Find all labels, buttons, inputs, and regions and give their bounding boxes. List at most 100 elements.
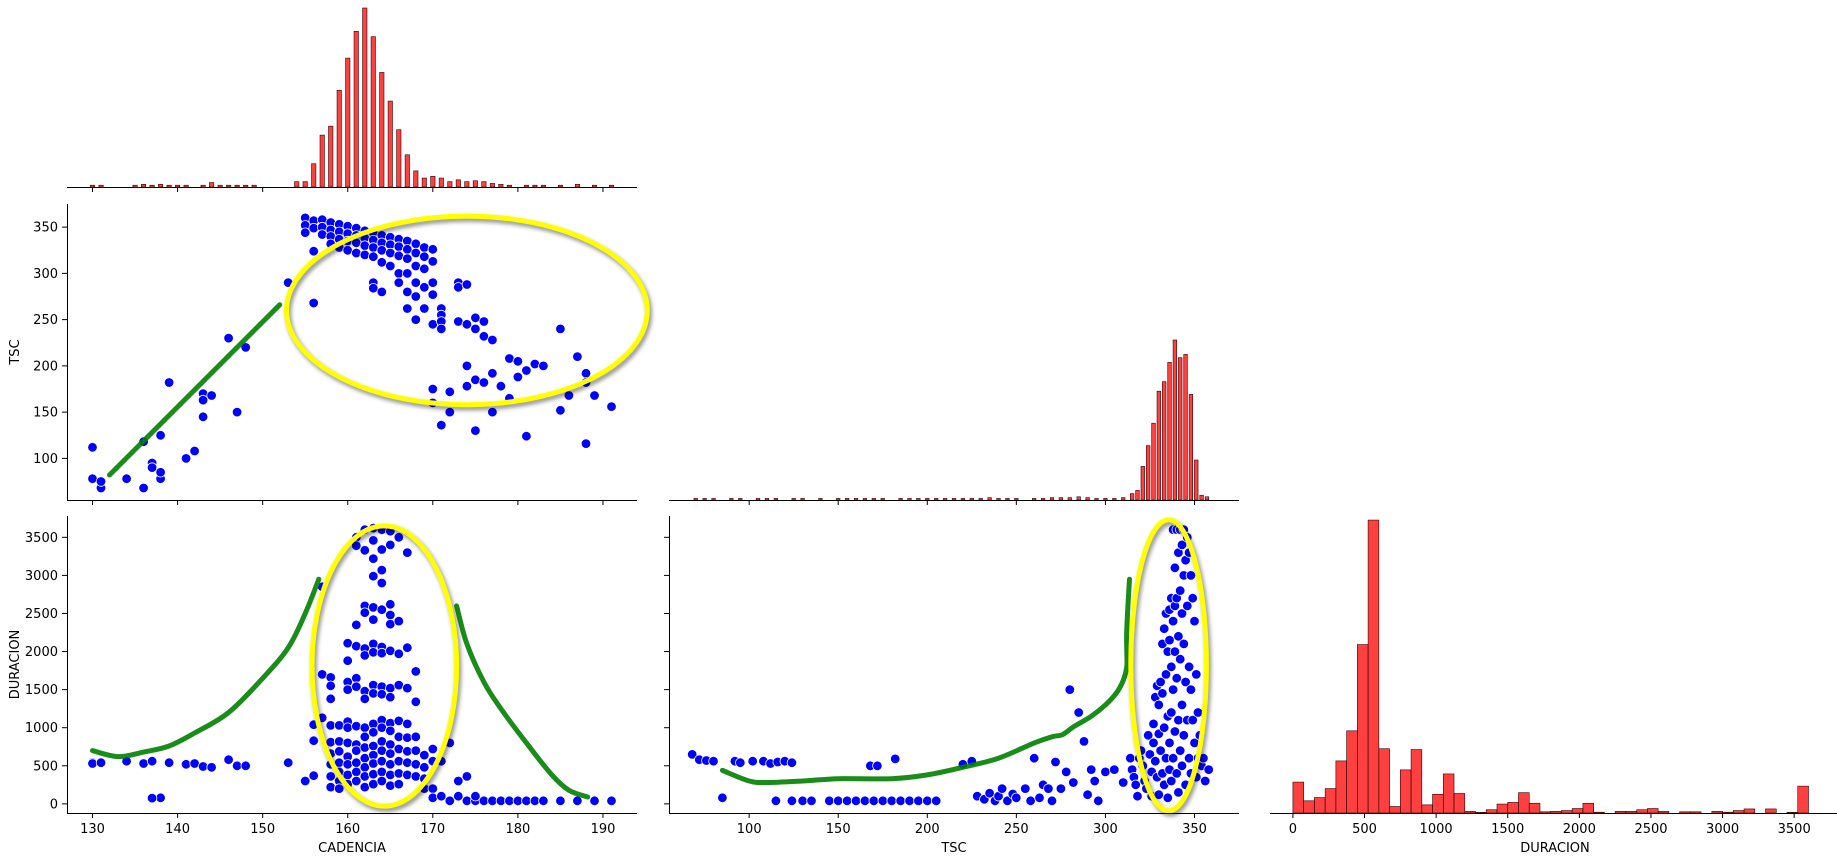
scatter-point [717,792,728,804]
scatter-point [402,547,413,558]
scatter-point [555,795,566,807]
x-tick-label: 300 [1093,822,1118,837]
scatter-point [376,775,388,787]
histogram-bar [1528,802,1541,814]
scatter-point [1187,593,1198,604]
scatter-point [589,795,600,807]
scatter-point [444,406,456,418]
x-tick-label: 500 [1352,822,1377,837]
scatter-point [708,756,719,767]
scatter-point [308,297,319,309]
scatter-point [351,757,362,768]
scatter-point [359,742,371,753]
histogram-bar [711,498,716,501]
scatter-point [512,356,524,367]
histogram-bar [1314,797,1326,814]
scatter-point [342,759,353,770]
scatter-point [385,725,396,737]
scatter-point [1125,753,1136,764]
scatter-point [359,731,371,743]
x-tick-label: 130 [80,822,105,837]
histogram-bar [1657,811,1670,814]
scatter-point [1160,669,1172,680]
scatter-point [1089,775,1100,787]
scatter-point [1082,789,1093,800]
histogram-bar [1112,498,1117,501]
scatter-point [419,303,430,314]
histogram-bar [880,498,885,501]
scatter-point [427,244,439,255]
histogram-bar [421,177,427,188]
scatter-point [461,319,473,330]
scatter-point [146,792,158,804]
scatter-point [1100,766,1111,778]
scatter-point [308,770,319,781]
scatter-point [478,377,490,388]
scatter-point [1171,768,1182,779]
scatter-point [368,283,379,294]
histogram-bar [379,72,385,188]
scatter-point [410,771,422,782]
scatter-point [461,381,473,392]
scatter-point [436,323,447,335]
scatter-point [833,795,844,807]
histogram-bar [942,498,948,501]
scatter-point [841,795,853,807]
histogram-bar [1464,811,1476,814]
histogram-bar [353,30,359,188]
scatter-point [368,758,379,769]
scatter-point [197,761,209,772]
histogram-bar [447,181,453,188]
histogram-bar [141,184,147,188]
scatter-point [538,360,549,372]
scatter-point [580,368,592,379]
x-tick-label: 140 [165,822,190,837]
histogram-bar [472,180,478,188]
histogram-bar [1733,810,1745,814]
scatter-point [410,291,422,302]
histogram-bar [158,184,164,188]
scatter-point [197,411,209,423]
histogram-bar [773,498,778,501]
y-tick-label: 200 [33,359,58,374]
scatter-point [1028,753,1040,764]
scatter-point [342,722,353,733]
histogram-bar [764,498,770,501]
scatter-point [436,791,447,802]
scatter-point [1148,718,1159,730]
histogram-bar [1094,498,1099,501]
scatter-point [206,762,217,773]
scatter-point [410,247,422,259]
scatter-point [393,778,405,790]
y-tick-label: 100 [33,452,58,467]
scatter-point [385,539,396,551]
scatter-point [806,795,817,807]
histogram-bar [1614,811,1627,814]
histogram-bar [1135,490,1140,501]
scatter-point [1187,714,1198,726]
y-tick-label: 3500 [25,531,58,546]
scatter-point [351,247,362,259]
histogram-bar [1539,811,1551,814]
scatter-point [1073,707,1084,718]
scatter-point [555,405,566,416]
scatter-point [521,365,532,376]
scatter-point [393,532,405,543]
histogram-bar [818,498,823,501]
scatter-point [368,688,379,699]
scatter-point [368,571,379,582]
x-tick-label: 160 [335,822,360,837]
histogram-bar [1303,800,1315,814]
scatter-point [1148,737,1159,749]
scatter-point [393,277,405,288]
histogram-bar [969,498,974,501]
scatter-point [1199,775,1211,787]
scatter-point [197,394,209,406]
scatter-point [1167,684,1179,695]
scatter-point [393,756,405,767]
trend-line-annotation [719,576,1132,786]
scatter-point [351,721,362,732]
histogram-bar [1014,498,1019,501]
scatter-point [342,737,353,749]
